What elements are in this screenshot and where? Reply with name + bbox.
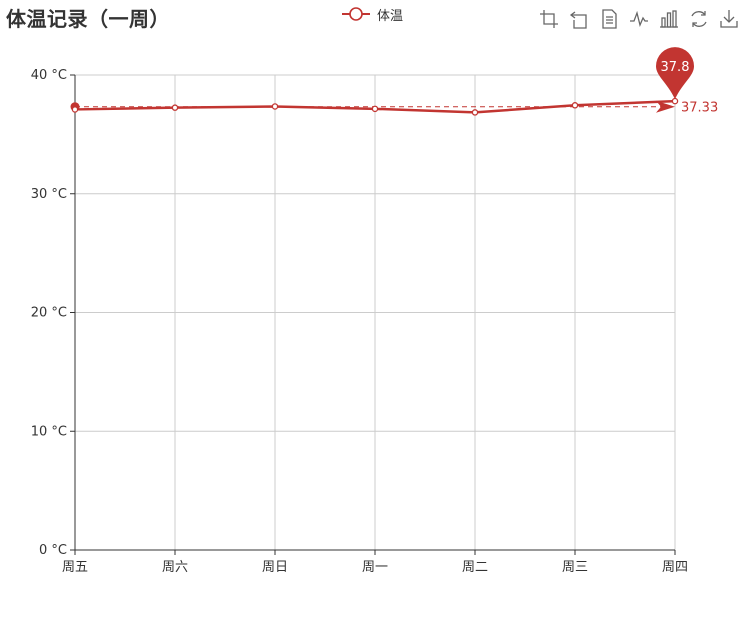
y-tick-label: 40 °C <box>31 68 67 83</box>
max-mark-point-label: 37.8 <box>661 60 690 75</box>
y-tick-label: 0 °C <box>39 543 67 558</box>
legend-label: 体温 <box>377 8 404 24</box>
data-point[interactable] <box>171 104 179 111</box>
restore-icon[interactable] <box>684 6 714 32</box>
x-tick-label: 周二 <box>462 560 488 575</box>
x-tick-label: 周五 <box>62 560 88 575</box>
x-tick-label: 周一 <box>362 560 388 575</box>
y-tick-label: 30 °C <box>31 187 67 202</box>
download-icon[interactable] <box>714 6 744 32</box>
chart-title: 体温记录（一周） <box>6 7 170 31</box>
max-mark-point-pin <box>656 47 694 100</box>
data-view-icon[interactable] <box>594 6 624 32</box>
line-chart-icon[interactable] <box>624 6 654 32</box>
data-point[interactable] <box>371 105 379 113</box>
data-point[interactable] <box>671 97 679 105</box>
data-point[interactable] <box>571 102 579 109</box>
average-mark-line-label: 37.33 <box>681 101 718 116</box>
x-tick-label: 周日 <box>262 560 288 575</box>
zoom-reset-icon[interactable] <box>564 6 594 32</box>
y-tick-label: 10 °C <box>31 424 67 439</box>
x-tick-label: 周六 <box>162 560 188 575</box>
data-point[interactable] <box>71 106 79 113</box>
x-tick-label: 周三 <box>562 560 588 575</box>
bar-chart-icon[interactable] <box>654 6 684 32</box>
average-mark-line-arrow <box>656 100 675 113</box>
legend-item[interactable]: 体温 <box>341 4 403 24</box>
x-tick-label: 周四 <box>662 560 688 575</box>
y-tick-label: 20 °C <box>31 306 67 321</box>
legend-line-icon <box>342 7 370 21</box>
data-point[interactable] <box>271 103 279 110</box>
data-point[interactable] <box>471 109 479 116</box>
toolbox <box>534 6 744 32</box>
zoom-icon[interactable] <box>534 6 564 32</box>
